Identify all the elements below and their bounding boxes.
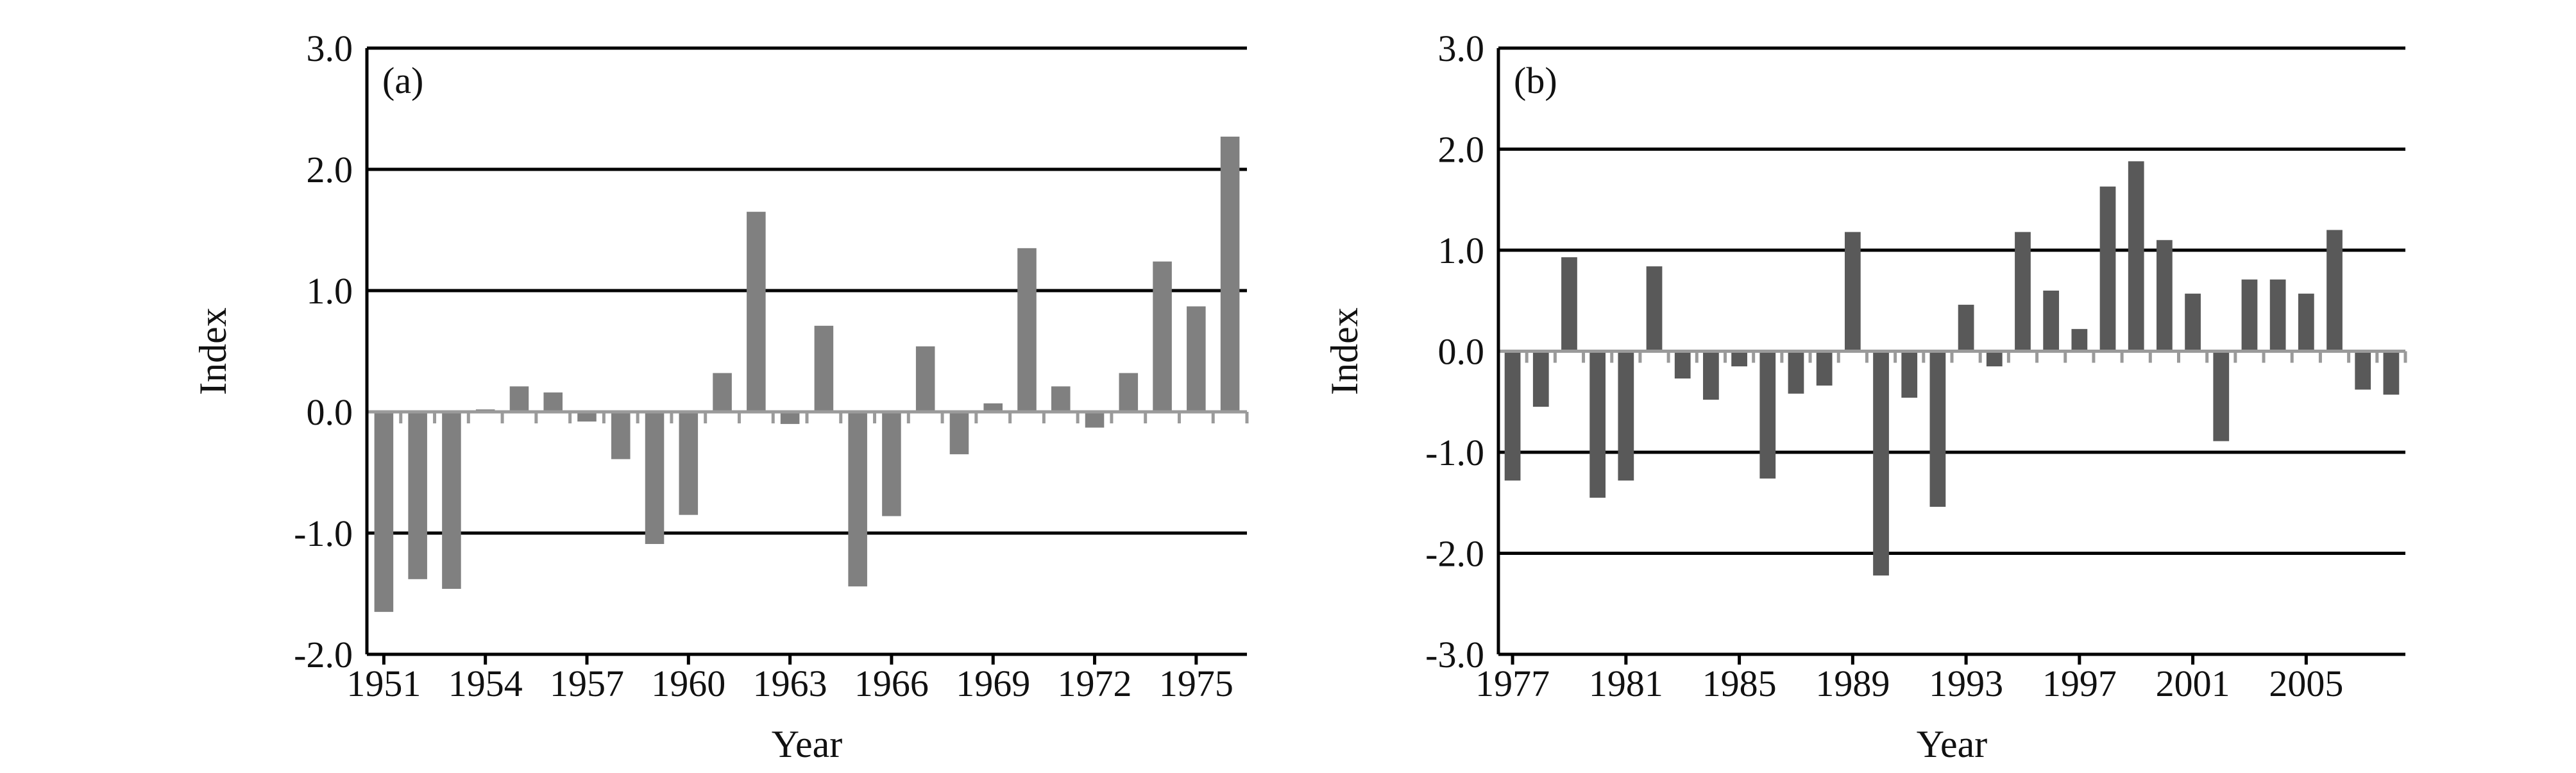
bar — [543, 392, 563, 412]
panel-label: (a) — [382, 60, 423, 101]
x-tick-label: 1989 — [1815, 663, 1890, 704]
bar — [509, 386, 529, 412]
bar — [1589, 351, 1606, 498]
y-axis-title: Index — [1323, 307, 1366, 395]
bar — [1561, 257, 1577, 352]
x-axis-title: Year — [1917, 723, 1988, 765]
bar — [713, 373, 732, 412]
bar — [1017, 248, 1037, 412]
bar — [679, 412, 699, 515]
x-tick-label: 1972 — [1058, 663, 1132, 704]
bar — [1986, 351, 2003, 367]
bar — [780, 412, 800, 424]
bar — [2326, 230, 2343, 352]
bar — [1674, 351, 1691, 379]
bar — [1958, 305, 1974, 352]
y-tick-label: -2.0 — [1425, 533, 1484, 575]
y-tick-label: 0.0 — [1438, 331, 1485, 373]
x-tick-label: 1993 — [1929, 663, 2003, 704]
y-tick-label: 1.0 — [1438, 230, 1485, 271]
bar — [611, 412, 631, 459]
panel-label: (b) — [1514, 60, 1557, 101]
bar — [442, 412, 461, 589]
x-tick-label: 2001 — [2156, 663, 2230, 704]
bar — [1759, 351, 1776, 479]
bar — [1187, 306, 1206, 412]
bar — [882, 412, 901, 516]
bar — [1153, 261, 1172, 412]
y-tick-label: 3.0 — [1438, 28, 1485, 69]
bar — [1816, 351, 1833, 386]
y-tick-label: 0.0 — [307, 391, 353, 433]
x-tick-label: 1985 — [1702, 663, 1777, 704]
bar — [2128, 161, 2144, 352]
y-tick-label: -1.0 — [294, 513, 353, 554]
bar — [1051, 386, 1071, 412]
bar — [1929, 351, 1946, 507]
x-tick-label: 1997 — [2042, 663, 2117, 704]
x-tick-label: 1975 — [1159, 663, 1233, 704]
x-tick-label: 1960 — [651, 663, 725, 704]
y-axis-title: Index — [192, 307, 234, 395]
x-tick-label: 1981 — [1589, 663, 1663, 704]
x-tick-label: 1957 — [550, 663, 624, 704]
bar — [1788, 351, 1804, 394]
bar — [2355, 351, 2371, 390]
bar — [1532, 351, 1549, 407]
y-tick-label: 1.0 — [307, 270, 353, 312]
bar — [1646, 266, 1663, 352]
x-tick-label: 1966 — [854, 663, 929, 704]
y-tick-label: -1.0 — [1425, 432, 1484, 473]
y-tick-label: -2.0 — [294, 634, 353, 675]
bar — [2213, 351, 2230, 441]
bar — [1731, 351, 1747, 367]
bar — [2043, 291, 2060, 352]
y-tick-label: -3.0 — [1425, 634, 1484, 675]
bar — [408, 412, 427, 579]
bar — [2157, 240, 2173, 352]
bar — [814, 325, 834, 412]
bar — [374, 412, 394, 612]
bar — [747, 212, 766, 412]
bar — [1703, 351, 1719, 400]
x-tick-label: 1951 — [346, 663, 421, 704]
bar — [577, 412, 597, 422]
x-tick-label: 2005 — [2269, 663, 2343, 704]
bar — [2185, 293, 2201, 352]
bar — [1844, 232, 1861, 352]
x-tick-label: 1977 — [1475, 663, 1550, 704]
bar — [1119, 373, 1139, 412]
bar — [2269, 279, 2286, 352]
bar — [1901, 351, 1918, 398]
bar — [2241, 279, 2258, 352]
bar — [915, 346, 935, 412]
bar — [983, 403, 1003, 412]
x-tick-label: 1954 — [448, 663, 523, 704]
bar — [2298, 293, 2314, 352]
y-tick-label: 2.0 — [1438, 129, 1485, 171]
x-tick-label: 1963 — [753, 663, 827, 704]
bar — [949, 412, 969, 455]
bar — [848, 412, 867, 587]
bar — [2383, 351, 2400, 395]
bar — [2015, 232, 2031, 352]
bar — [645, 412, 665, 545]
x-tick-label: 1969 — [956, 663, 1030, 704]
y-tick-label: 3.0 — [307, 28, 353, 69]
bar — [1873, 351, 1889, 576]
y-tick-label: 2.0 — [307, 149, 353, 191]
bar — [1618, 351, 1634, 481]
bar — [1504, 351, 1521, 481]
bar — [2071, 328, 2088, 352]
bar — [1220, 136, 1240, 412]
x-axis-title: Year — [772, 723, 843, 765]
bar — [2099, 186, 2116, 352]
bar — [1085, 412, 1105, 428]
